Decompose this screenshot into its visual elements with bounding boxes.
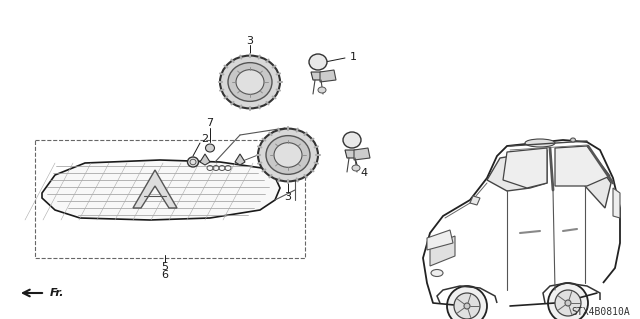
Polygon shape: [555, 146, 610, 186]
Ellipse shape: [220, 56, 280, 108]
Text: 5: 5: [161, 262, 168, 272]
Text: STX4B0810A: STX4B0810A: [572, 307, 630, 317]
Ellipse shape: [236, 70, 264, 94]
Ellipse shape: [525, 139, 555, 147]
Ellipse shape: [555, 290, 581, 316]
Ellipse shape: [188, 157, 198, 167]
Text: 3: 3: [246, 36, 253, 46]
Polygon shape: [42, 160, 280, 220]
Ellipse shape: [464, 303, 470, 309]
Ellipse shape: [447, 286, 487, 319]
Ellipse shape: [266, 136, 310, 174]
Text: 7: 7: [207, 118, 214, 128]
Polygon shape: [427, 230, 453, 250]
Ellipse shape: [352, 165, 360, 171]
Ellipse shape: [431, 270, 443, 277]
Polygon shape: [320, 70, 336, 82]
Polygon shape: [585, 153, 611, 208]
Ellipse shape: [228, 63, 272, 101]
Ellipse shape: [205, 144, 214, 152]
Ellipse shape: [258, 129, 318, 182]
Bar: [35, 140, 305, 258]
Polygon shape: [613, 188, 620, 218]
Polygon shape: [470, 196, 480, 205]
Polygon shape: [354, 148, 370, 160]
Ellipse shape: [565, 300, 571, 306]
Text: 3: 3: [285, 192, 291, 202]
Polygon shape: [311, 72, 325, 80]
Text: 2: 2: [202, 134, 209, 144]
Ellipse shape: [548, 283, 588, 319]
Text: 6: 6: [161, 270, 168, 280]
Polygon shape: [235, 154, 245, 165]
Polygon shape: [487, 150, 547, 191]
Text: Fr.: Fr.: [50, 288, 65, 298]
Ellipse shape: [309, 54, 327, 70]
Polygon shape: [430, 236, 455, 266]
Ellipse shape: [274, 143, 302, 167]
Ellipse shape: [570, 138, 575, 142]
Polygon shape: [503, 148, 547, 188]
Polygon shape: [200, 154, 210, 165]
Polygon shape: [345, 150, 359, 158]
Text: 1: 1: [350, 52, 357, 62]
Ellipse shape: [454, 293, 480, 319]
Ellipse shape: [318, 87, 326, 93]
Text: 4: 4: [360, 168, 367, 178]
Polygon shape: [133, 170, 177, 208]
Ellipse shape: [343, 132, 361, 148]
